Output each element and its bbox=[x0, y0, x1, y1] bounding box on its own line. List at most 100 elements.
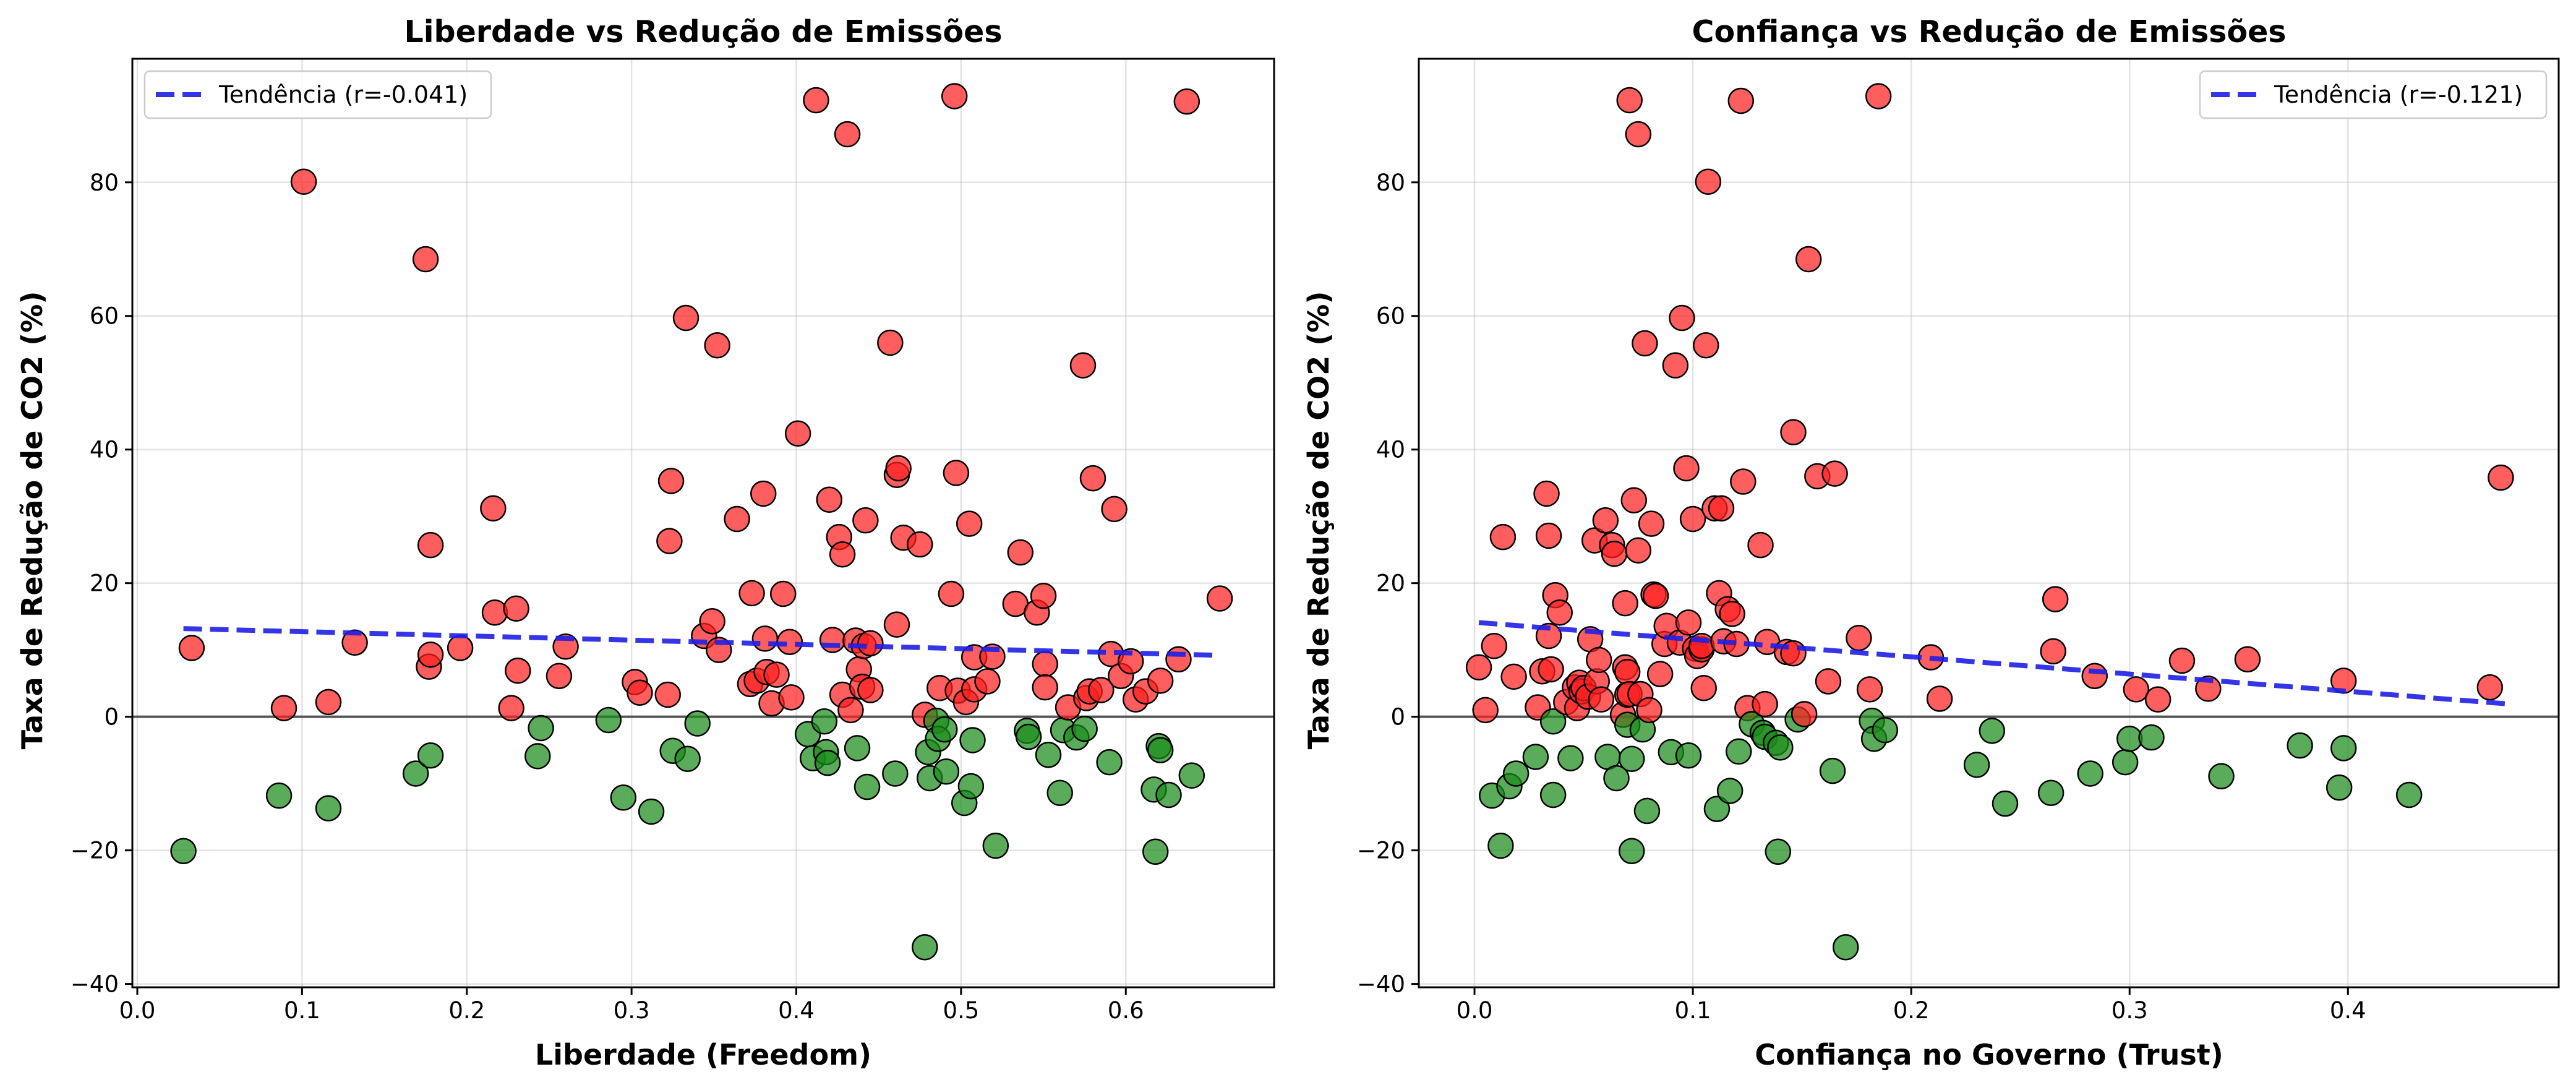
data-point bbox=[704, 332, 730, 359]
data-point bbox=[1795, 246, 1822, 273]
data-point bbox=[1601, 540, 1628, 567]
x-tick-label: 0.4 bbox=[2330, 997, 2366, 1024]
data-point bbox=[1675, 742, 1702, 769]
y-tick-label: 0 bbox=[104, 704, 119, 731]
x-axis-label: Confiança no Governo (Trust) bbox=[1755, 1038, 2223, 1071]
data-point bbox=[638, 798, 665, 825]
y-tick-label: −20 bbox=[1357, 838, 1405, 864]
data-point bbox=[1690, 674, 1717, 702]
data-point bbox=[315, 689, 342, 716]
data-point bbox=[882, 760, 909, 787]
data-point bbox=[1662, 352, 1689, 379]
data-point bbox=[1819, 757, 1846, 784]
data-point bbox=[417, 531, 444, 559]
data-point bbox=[1178, 762, 1205, 789]
data-point bbox=[1557, 745, 1584, 771]
chart-title: Liberdade vs Redução de Emissões bbox=[404, 14, 1002, 49]
data-point bbox=[1719, 601, 1745, 627]
left-scatter-panel: Liberdade vs Redução de Emissões Liberda… bbox=[15, 14, 1275, 1071]
y-tick-label: 60 bbox=[1376, 303, 1405, 330]
data-point bbox=[907, 531, 933, 558]
data-point bbox=[931, 716, 958, 743]
data-point bbox=[1096, 749, 1123, 776]
data-point bbox=[1500, 663, 1527, 690]
data-point bbox=[1586, 646, 1612, 674]
y-tick-label: −20 bbox=[71, 838, 119, 864]
legend-box bbox=[2199, 70, 2548, 119]
points bbox=[1465, 83, 2514, 961]
data-point bbox=[2287, 732, 2313, 759]
data-point bbox=[528, 715, 554, 742]
data-point bbox=[2476, 674, 2504, 701]
y-tick-label: 40 bbox=[90, 437, 119, 463]
data-point bbox=[656, 528, 683, 554]
data-point bbox=[170, 838, 197, 864]
y-tick-label: −40 bbox=[71, 971, 119, 998]
data-point bbox=[957, 773, 985, 800]
data-point bbox=[447, 635, 474, 661]
y-tick-label: 0 bbox=[1390, 704, 1405, 731]
data-point bbox=[1846, 624, 1872, 651]
data-point bbox=[1730, 468, 1757, 495]
data-point bbox=[1173, 88, 1200, 115]
data-point bbox=[1481, 632, 1508, 659]
data-point bbox=[1872, 717, 1899, 744]
data-point bbox=[480, 495, 507, 521]
plot-frame bbox=[1418, 58, 2560, 989]
data-point bbox=[883, 611, 910, 638]
data-point bbox=[1727, 87, 1755, 114]
chart-title: Confiança vs Redução de Emissões bbox=[1692, 14, 2287, 49]
data-point bbox=[2040, 638, 2066, 665]
data-point bbox=[2234, 646, 2261, 673]
x-tick-label: 0.3 bbox=[614, 997, 650, 1024]
data-point bbox=[844, 735, 871, 762]
data-point bbox=[834, 121, 861, 148]
data-point bbox=[763, 661, 790, 688]
data-point bbox=[503, 595, 529, 622]
data-point bbox=[2123, 676, 2150, 703]
y-tick-label: 40 bbox=[1376, 437, 1405, 463]
x-tick-label: 0.1 bbox=[284, 997, 320, 1024]
data-point bbox=[1142, 838, 1169, 865]
data-point bbox=[1539, 781, 1567, 809]
data-point bbox=[877, 329, 904, 356]
data-point bbox=[1679, 505, 1706, 533]
data-point bbox=[498, 695, 524, 721]
data-point bbox=[1614, 659, 1641, 685]
data-point bbox=[1703, 796, 1731, 822]
data-point bbox=[265, 782, 293, 809]
data-point bbox=[654, 681, 681, 708]
data-point bbox=[546, 663, 573, 690]
data-point bbox=[1101, 496, 1128, 523]
data-point bbox=[933, 758, 960, 785]
data-point bbox=[481, 599, 508, 626]
data-point bbox=[1625, 121, 1652, 148]
data-point bbox=[811, 708, 838, 735]
data-point bbox=[1625, 537, 1652, 564]
data-point bbox=[1472, 697, 1499, 724]
data-point bbox=[854, 773, 881, 800]
data-point bbox=[1522, 744, 1549, 770]
data-point bbox=[1767, 734, 1794, 761]
data-point bbox=[2037, 779, 2065, 807]
data-point bbox=[1638, 510, 1665, 537]
points bbox=[170, 83, 1233, 961]
data-point bbox=[1535, 522, 1562, 549]
data-point bbox=[769, 580, 797, 607]
data-point bbox=[1538, 656, 1564, 683]
data-point bbox=[956, 510, 983, 537]
x-tick-label: 0.6 bbox=[1108, 997, 1144, 1024]
data-point bbox=[1618, 838, 1645, 864]
data-point bbox=[2330, 735, 2357, 762]
x-tick-label: 0.4 bbox=[778, 997, 815, 1024]
data-point bbox=[1546, 599, 1573, 626]
data-point bbox=[941, 83, 968, 109]
data-point bbox=[885, 455, 912, 482]
data-point bbox=[837, 697, 864, 724]
y-tick-label: 80 bbox=[1376, 170, 1405, 196]
data-point bbox=[829, 541, 856, 568]
data-point bbox=[699, 607, 725, 635]
data-point bbox=[657, 468, 685, 494]
grid bbox=[132, 59, 1274, 987]
data-point bbox=[1642, 582, 1669, 609]
